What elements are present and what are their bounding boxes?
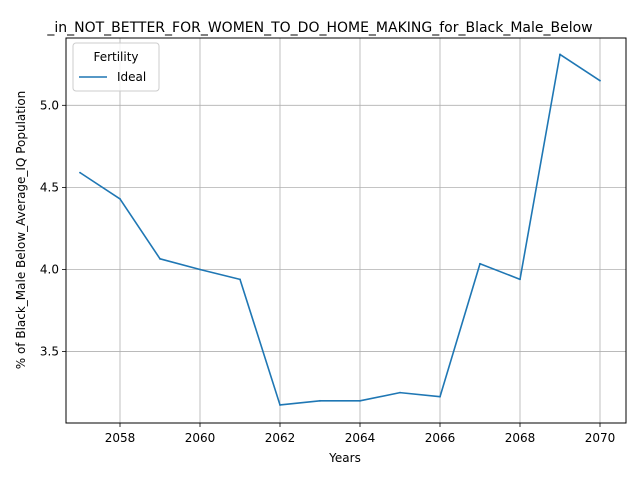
x-tick-label: 2066 bbox=[425, 431, 456, 445]
grid bbox=[66, 38, 626, 423]
x-tick-label: 2058 bbox=[105, 431, 136, 445]
x-tick-label: 2064 bbox=[345, 431, 376, 445]
y-tick-label: 5.0 bbox=[40, 98, 59, 112]
x-tick-label: 2060 bbox=[185, 431, 216, 445]
data-point bbox=[199, 268, 201, 271]
data-point bbox=[159, 257, 161, 260]
series-layer bbox=[79, 53, 601, 406]
legend-title: Fertility bbox=[93, 50, 138, 64]
chart-title: _in_NOT_BETTER_FOR_WOMEN_TO_DO_HOME_MAKI… bbox=[46, 20, 592, 36]
x-tick-label: 2070 bbox=[585, 431, 616, 445]
data-point bbox=[559, 53, 561, 56]
x-axis: 2058 2060 2062 2064 2066 2068 2070 bbox=[105, 423, 616, 445]
data-point bbox=[119, 197, 121, 200]
x-axis-label: Years bbox=[328, 451, 361, 465]
data-point bbox=[359, 399, 361, 402]
x-tick-label: 2068 bbox=[505, 431, 536, 445]
axes-frame bbox=[65, 37, 627, 424]
data-point bbox=[79, 171, 81, 174]
data-point bbox=[279, 404, 281, 406]
legend: Fertility Ideal bbox=[72, 42, 160, 92]
y-axis-label: % of Black_Male Below_Average_IQ Populat… bbox=[14, 91, 28, 370]
data-point bbox=[519, 278, 521, 281]
data-point bbox=[399, 391, 401, 394]
legend-label-ideal: Ideal bbox=[117, 70, 146, 84]
legend-box bbox=[72, 42, 160, 92]
y-tick-label: 3.5 bbox=[40, 345, 59, 359]
series-line-ideal bbox=[79, 53, 601, 406]
x-tick-label: 2062 bbox=[265, 431, 296, 445]
data-point bbox=[439, 395, 441, 398]
y-tick-label: 4.0 bbox=[40, 262, 59, 276]
y-tick-label: 4.5 bbox=[40, 180, 59, 194]
data-point bbox=[319, 399, 321, 402]
y-axis: 3.5 4.0 4.5 5.0 bbox=[40, 98, 66, 359]
data-point bbox=[599, 79, 601, 82]
data-point bbox=[239, 278, 241, 281]
data-point bbox=[479, 262, 481, 265]
